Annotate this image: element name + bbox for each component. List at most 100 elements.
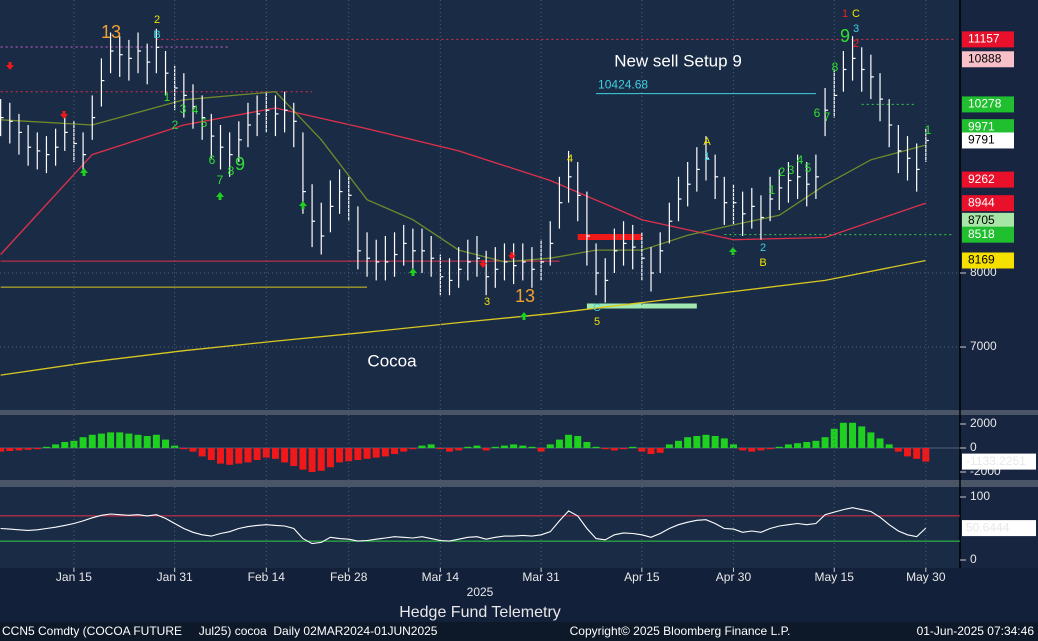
x-tick-label: Feb 28 xyxy=(330,570,368,584)
histogram-bar xyxy=(244,447,252,463)
histogram-bar xyxy=(519,445,527,448)
price-label: 9791 xyxy=(968,133,995,147)
annotation: 13 xyxy=(101,22,121,42)
sell-arrow xyxy=(60,111,68,119)
histogram-bar xyxy=(52,444,60,448)
histogram-bar xyxy=(775,446,783,448)
histogram-bar xyxy=(922,447,930,462)
annotation: 4 xyxy=(567,153,573,165)
price-label: 11157 xyxy=(968,32,1000,46)
histogram-bar xyxy=(107,432,115,448)
annotation: 8 xyxy=(832,60,839,74)
histogram-bar xyxy=(363,447,371,459)
histogram-bar xyxy=(620,447,628,450)
x-tick-label: May 15 xyxy=(815,570,855,584)
moving-average xyxy=(0,259,926,376)
histogram-bar xyxy=(381,447,389,457)
histogram-bar xyxy=(70,440,78,448)
histogram-bar xyxy=(702,434,710,448)
histogram-bar xyxy=(235,447,243,464)
histogram-bar xyxy=(757,447,765,451)
histogram-bar xyxy=(0,447,5,452)
histogram-bar xyxy=(455,447,463,451)
buy-arrow xyxy=(80,168,88,176)
histogram-bar xyxy=(546,444,554,448)
histogram-bar xyxy=(464,446,472,448)
price-label: 9262 xyxy=(968,172,995,186)
annotation: Cocoa xyxy=(367,351,417,370)
histogram-bar xyxy=(849,422,857,448)
histogram-bar xyxy=(372,447,380,458)
histogram-bar xyxy=(33,447,41,450)
histogram-bar xyxy=(629,446,637,448)
histogram-bar xyxy=(665,444,673,448)
price-panel xyxy=(0,0,960,410)
annotation: 9 xyxy=(235,154,245,174)
annotation: B xyxy=(153,29,160,41)
annotation: 5 xyxy=(805,161,812,175)
footer-left: CCN5 Comdty (COCOA FUTURE Jul25) cocoa D… xyxy=(2,624,438,638)
annotation: 1 xyxy=(842,8,848,20)
histogram-bar xyxy=(647,447,655,454)
histogram-bar xyxy=(216,447,224,464)
histogram-bar xyxy=(610,447,618,451)
annotation: 5 xyxy=(201,116,208,130)
annotation: 1 xyxy=(164,90,171,104)
annotation: 3 xyxy=(180,102,187,116)
x-tick-label: Jan 31 xyxy=(157,570,193,584)
annotation: 1 xyxy=(769,183,776,197)
x-tick-label: Jan 15 xyxy=(56,570,92,584)
indicator-line xyxy=(0,507,927,545)
x-axis-title: 2025 xyxy=(467,585,494,599)
price-label-box xyxy=(962,132,1014,149)
histogram-bar xyxy=(583,441,591,448)
histogram-bar xyxy=(711,435,719,448)
histogram-bar xyxy=(253,447,261,460)
price-label-box xyxy=(962,119,1014,136)
last-value-label: -1133.2251 xyxy=(966,454,1026,468)
price-label: 8944 xyxy=(968,195,995,209)
histogram-bar xyxy=(482,447,490,451)
axis-area xyxy=(960,0,1038,568)
histogram-bar xyxy=(42,446,50,448)
annotation: 3 xyxy=(484,296,490,308)
x-tick-label: Mar 31 xyxy=(522,570,560,584)
histogram-bar xyxy=(418,445,426,448)
histogram-bar xyxy=(125,433,133,448)
price-label-box xyxy=(962,96,1014,113)
histogram-bar xyxy=(473,445,481,448)
last-value-box xyxy=(962,520,1036,537)
histogram-bar xyxy=(729,444,737,448)
moving-average xyxy=(0,91,926,263)
histogram-bar xyxy=(601,447,609,450)
histogram-bar xyxy=(500,445,508,448)
annotation: 2 xyxy=(154,14,160,26)
histogram-bar xyxy=(528,446,536,448)
x-tick-label: May 30 xyxy=(906,570,946,584)
histogram-bar xyxy=(326,447,334,468)
histogram-bar xyxy=(180,447,188,450)
histogram-bar xyxy=(391,447,399,454)
histogram-bar xyxy=(152,434,160,448)
histogram-bar xyxy=(821,437,829,448)
footer-right: 01-Jun-2025 07:34:46 xyxy=(917,624,1035,638)
histogram-bar xyxy=(409,447,417,450)
price-label: 8705 xyxy=(968,213,995,227)
y-tick-label: 100 xyxy=(970,489,990,503)
histogram-bar xyxy=(858,426,866,448)
histogram-bar xyxy=(684,437,692,448)
histogram-bar xyxy=(189,447,197,452)
buy-arrow xyxy=(216,192,224,200)
histogram-bar xyxy=(6,447,14,451)
x-axis-area xyxy=(0,568,1038,622)
annotation: 13 xyxy=(515,286,535,306)
histogram-bar xyxy=(766,447,774,450)
annotation: 6 xyxy=(814,106,821,120)
histogram-bar xyxy=(61,441,69,448)
histogram-bar xyxy=(904,447,912,457)
histogram-bar xyxy=(143,435,151,448)
y-tick-label: 7000 xyxy=(970,339,997,353)
histogram-bar xyxy=(812,440,820,448)
